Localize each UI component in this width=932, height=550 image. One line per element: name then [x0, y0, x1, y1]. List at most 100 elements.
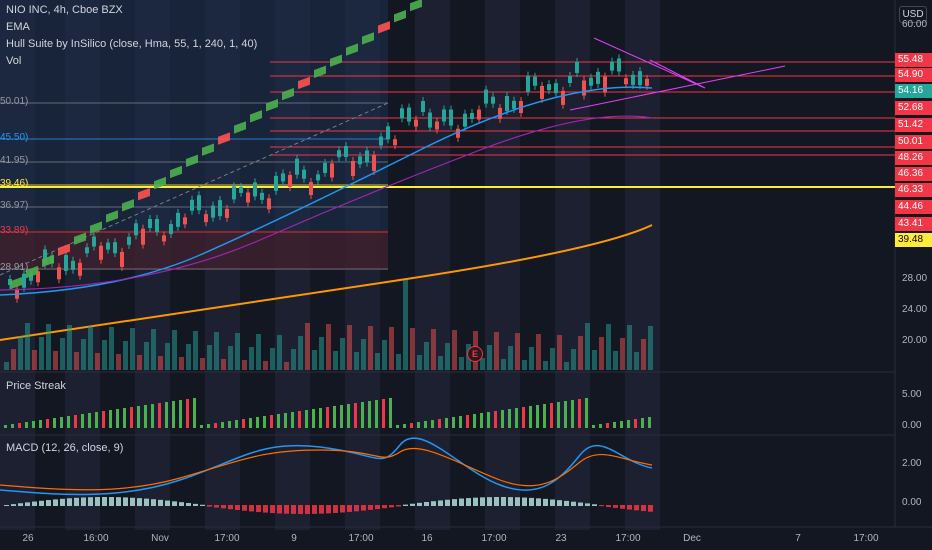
macd-histogram-bar: [641, 505, 646, 512]
macd-histogram-bar: [235, 505, 240, 511]
wedge-line-lower: [569, 65, 786, 111]
price-tag[interactable]: 44.46: [895, 200, 932, 214]
macd-histogram-bar: [18, 503, 23, 506]
candle: [148, 214, 152, 232]
volume-bar: [319, 337, 324, 370]
streak-bar: [109, 410, 112, 428]
price-tag[interactable]: 55.48: [895, 53, 932, 67]
candle: [428, 108, 432, 132]
streak-bar: [319, 408, 322, 428]
candle: [204, 210, 208, 227]
macd-histogram-bar: [340, 505, 345, 513]
price-streak-title[interactable]: Price Streak: [6, 380, 66, 392]
indicator-vol-label[interactable]: Vol: [6, 55, 22, 67]
streak-bar: [193, 398, 196, 428]
streak-bar: [445, 418, 448, 428]
macd-histogram-bar: [606, 505, 611, 508]
macd-histogram-bar: [473, 497, 478, 506]
streak-bar: [312, 409, 315, 428]
candle-body: [78, 262, 82, 276]
candle: [372, 150, 376, 175]
candle: [190, 195, 194, 215]
streak-bar: [578, 399, 581, 428]
candle: [239, 182, 243, 197]
streak-bar: [340, 405, 343, 428]
candle: [64, 250, 68, 275]
candle-body: [617, 58, 621, 72]
volume-bar: [396, 354, 401, 370]
volume-bar: [641, 339, 646, 370]
candle: [477, 105, 481, 124]
price-tag[interactable]: 46.33: [895, 183, 932, 197]
candle-body: [302, 169, 306, 179]
volume-bar: [39, 337, 44, 370]
hull-band-segment: [282, 87, 294, 101]
streak-bar: [389, 398, 392, 428]
indicator-ema-label[interactable]: EMA: [6, 21, 30, 33]
volume-bar: [67, 325, 72, 370]
price-tag[interactable]: 51.42: [895, 118, 932, 132]
candle-body: [239, 186, 243, 193]
macd-histogram-bar: [242, 505, 247, 511]
candle: [323, 158, 327, 177]
macd-histogram-bar: [431, 501, 436, 506]
macd-histogram-bar: [620, 505, 625, 509]
candle-body: [57, 267, 61, 280]
volume-bar: [648, 326, 653, 370]
macd-histogram-bar: [347, 505, 352, 512]
streak-bar: [130, 407, 133, 428]
candle: [526, 71, 530, 96]
candle: [414, 115, 418, 131]
streak-bar: [347, 404, 350, 428]
candle-body: [36, 271, 40, 283]
candle-body: [120, 251, 124, 267]
price-tag[interactable]: 50.01: [895, 135, 932, 149]
candle-body: [323, 162, 327, 173]
streak-bar: [67, 416, 70, 428]
streak-bar: [179, 400, 182, 428]
volume-bar: [284, 362, 289, 370]
symbol-title[interactable]: NIO INC, 4h, Cboe BZX: [6, 4, 123, 16]
candle: [155, 214, 159, 236]
price-tag[interactable]: 39.48: [895, 233, 932, 247]
price-tag[interactable]: 54.16: [895, 84, 932, 98]
price-tag[interactable]: 54.90: [895, 68, 932, 82]
macd-histogram-bar: [557, 500, 562, 506]
macd-histogram-bar: [375, 505, 380, 510]
currency-button[interactable]: USD: [899, 6, 927, 23]
candle: [183, 213, 187, 229]
volume-bar: [543, 361, 548, 370]
hull-band-segment: [378, 21, 390, 34]
macd-histogram-bar: [102, 497, 107, 506]
price-tag[interactable]: 43.41: [895, 217, 932, 231]
candle-body: [554, 83, 558, 94]
volume-bar: [431, 329, 436, 370]
candle-body: [575, 61, 579, 73]
price-tag[interactable]: 46.36: [895, 167, 932, 181]
candle-body: [470, 112, 474, 119]
streak-bar: [102, 411, 105, 428]
volume-bar: [487, 345, 492, 370]
candle: [71, 256, 75, 274]
volume-bar: [529, 347, 534, 370]
price-tag[interactable]: 48.26: [895, 151, 932, 165]
price-tag[interactable]: 52.68: [895, 101, 932, 115]
macd-histogram-bar: [60, 498, 65, 506]
candle-body: [463, 113, 467, 127]
macd-histogram-bar: [571, 501, 576, 506]
candle: [302, 165, 306, 183]
indicator-hull-label[interactable]: Hull Suite by InSilico (close, Hma, 55, …: [6, 38, 258, 50]
hull-band-segment: [90, 221, 102, 234]
macd-histogram-bar: [137, 498, 142, 506]
indicator-scale-label: 0.00: [902, 420, 922, 431]
candle: [344, 141, 348, 161]
candle-body: [344, 145, 348, 157]
earnings-marker[interactable]: E: [467, 346, 483, 362]
macd-histogram-bar: [438, 500, 443, 506]
macd-histogram-bar: [116, 497, 121, 506]
session-shade-9: [625, 0, 660, 530]
macd-title[interactable]: MACD (12, 26, close, 9): [6, 442, 124, 454]
candle-body: [365, 150, 369, 163]
